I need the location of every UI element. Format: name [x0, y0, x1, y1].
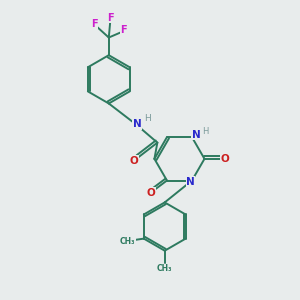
Text: O: O [146, 188, 155, 198]
Text: CH₃: CH₃ [120, 237, 135, 246]
Text: H: H [202, 127, 208, 136]
Text: CH₃: CH₃ [157, 265, 172, 274]
Text: N: N [192, 130, 201, 140]
Text: O: O [221, 154, 230, 164]
Text: F: F [91, 19, 98, 29]
Text: N: N [133, 119, 142, 129]
Text: F: F [107, 13, 114, 23]
Text: F: F [120, 25, 127, 35]
Text: N: N [186, 177, 195, 187]
Text: H: H [144, 114, 150, 123]
Text: O: O [129, 156, 138, 166]
